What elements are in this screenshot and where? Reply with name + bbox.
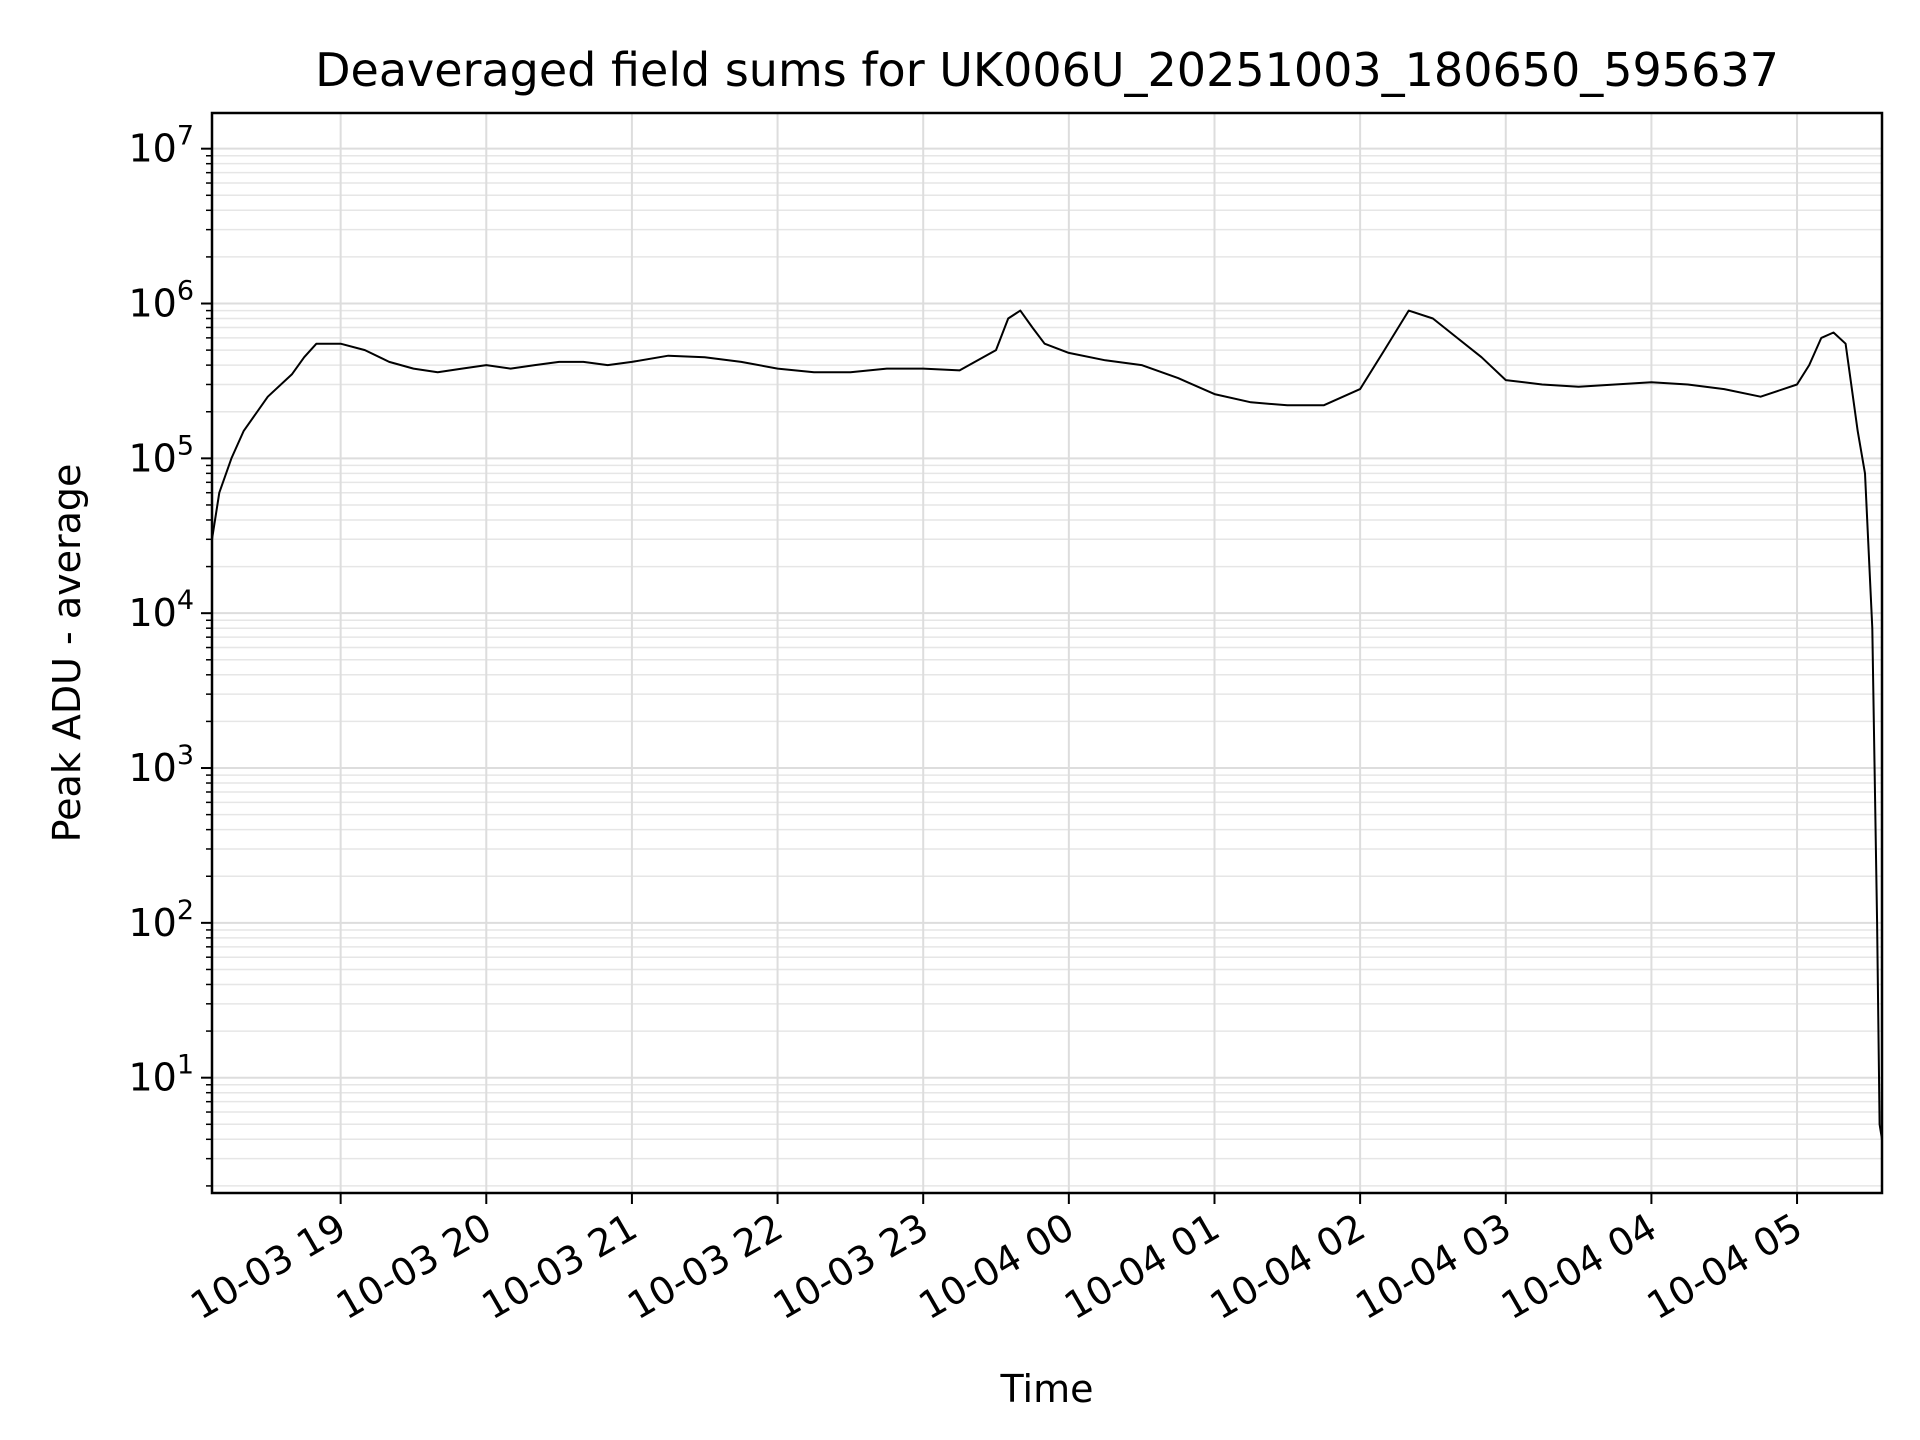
data-series [211,309,1883,1140]
y-axis-label: Peak ADU - average [45,464,89,843]
y-tick-label: 103 [128,740,194,790]
y-axis: 101 102 103 104 105 106 107 [128,121,212,1187]
chart-title: Deaveraged field sums for UK006U_2025100… [315,43,1779,97]
y-tick-label: 104 [128,585,194,635]
plot-frame [210,111,1884,1195]
x-axis-label: Time [1000,1367,1094,1411]
y-tick-label: 101 [128,1050,194,1100]
grid [212,113,1882,1193]
series-line [211,309,1883,1140]
y-tick-label: 107 [128,121,194,171]
y-tick-label: 102 [128,895,194,945]
y-tick-label: 106 [128,276,194,326]
y-tick-label: 105 [128,430,194,480]
